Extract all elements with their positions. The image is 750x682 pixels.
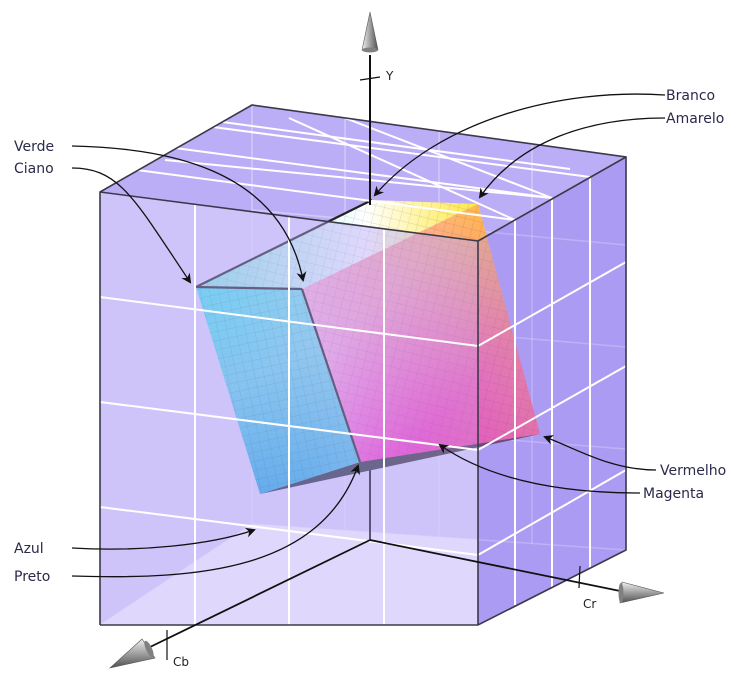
label-magenta: Magenta <box>643 486 704 502</box>
label-ciano: Ciano <box>14 161 54 177</box>
cr-axis-label: Cr <box>583 597 596 611</box>
label-amarelo: Amarelo <box>666 111 724 127</box>
y-axis-label: Y <box>385 69 394 83</box>
arrow-vermelho <box>543 435 657 471</box>
arrow-ciano <box>71 167 192 284</box>
label-verde: Verde <box>14 139 54 155</box>
cb-axis-label: Cb <box>173 655 189 669</box>
label-branco: Branco <box>666 88 715 104</box>
label-azul: Azul <box>14 541 44 557</box>
arrow-magenta <box>438 443 641 494</box>
y-axis-arrow-cone <box>361 11 379 51</box>
cb-axis-line <box>147 539 371 649</box>
label-vermelho: Vermelho <box>660 463 726 479</box>
callout-arrows <box>71 93 666 578</box>
arrow-azul <box>71 527 256 550</box>
arrow-verde <box>71 145 307 282</box>
axes: Y Cr Cb <box>108 11 665 669</box>
arrow-amarelo <box>478 117 666 199</box>
arrow-preto <box>71 464 360 578</box>
box-edges <box>99 104 627 626</box>
rgb-color-cube <box>195 199 540 494</box>
label-preto: Preto <box>14 569 50 585</box>
cr-axis-line <box>369 539 626 593</box>
front-grid <box>99 117 627 625</box>
arrow-branco <box>373 93 666 197</box>
corner-labels: Branco Amarelo Verde Ciano Vermelho Mage… <box>14 88 726 585</box>
cr-axis-arrow-cone <box>619 581 665 604</box>
